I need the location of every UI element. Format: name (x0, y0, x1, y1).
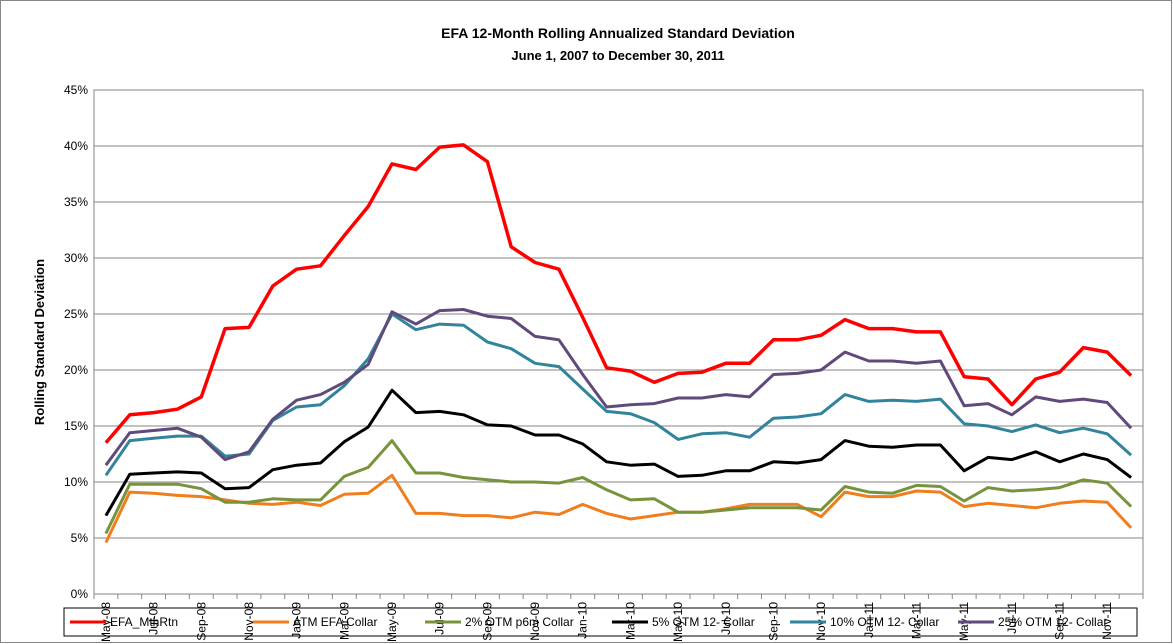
chart-title: EFA 12-Month Rolling Annualized Standard… (441, 25, 795, 41)
y-axis-label: Rolling Standard Deviation (32, 259, 47, 425)
legend-label: 25% OTM 12- Collar (998, 615, 1107, 629)
legend-label: 5% OTM 12- Collar (652, 615, 755, 629)
x-tick-label: Sep-11 (1053, 602, 1067, 640)
y-tick-label: 40% (64, 139, 88, 153)
x-tick-label: Jul-10 (719, 602, 733, 635)
y-tick-label: 0% (71, 587, 89, 601)
series-line (104, 312, 1133, 477)
y-tick-label: 20% (64, 363, 88, 377)
y-tick-label: 15% (64, 419, 88, 433)
chart-subtitle: June 1, 2007 to December 30, 2011 (511, 48, 724, 63)
series-line (104, 308, 1133, 467)
x-tick-label: Mar-11 (910, 602, 924, 639)
x-tick-label: Jan-10 (576, 602, 590, 639)
x-tick-label: Jul-08 (147, 602, 161, 635)
legend-label: 10% OTM 12- Collar (830, 615, 939, 629)
x-tick-label: Jul-09 (433, 602, 447, 635)
x-tick-label: Sep-10 (766, 602, 780, 641)
x-tick-label: Jul-11 (1005, 602, 1019, 634)
y-tick-label: 25% (64, 307, 88, 321)
legend-label: ATM EFA Collar (293, 615, 377, 629)
series-line (104, 388, 1132, 517)
series-line (104, 439, 1133, 535)
x-tick-label: Nov-11 (1100, 602, 1114, 640)
y-tick-label: 35% (64, 195, 88, 209)
x-tick-label: Sep-09 (480, 602, 494, 641)
y-tick-label: 30% (64, 251, 88, 265)
x-tick-label: May-10 (671, 602, 685, 642)
x-tick-label: May-09 (385, 602, 399, 642)
y-tick-label: 45% (64, 83, 88, 97)
x-tick-label: Nov-08 (242, 602, 256, 641)
legend-label: EFA_MthRtn (110, 615, 178, 629)
x-tick-label: Jan-11 (862, 602, 876, 638)
y-tick-label: 5% (71, 531, 89, 545)
x-tick-label: Nov-09 (528, 602, 542, 641)
series-line (104, 473, 1133, 544)
series-line (104, 143, 1133, 444)
x-tick-label: Sep-08 (194, 602, 208, 641)
y-tick-label: 10% (64, 475, 88, 489)
x-tick-label: Jan-09 (290, 602, 304, 639)
legend-label: 2% OTM p6m Collar (465, 615, 574, 629)
x-tick-label: Mar-09 (337, 602, 351, 640)
